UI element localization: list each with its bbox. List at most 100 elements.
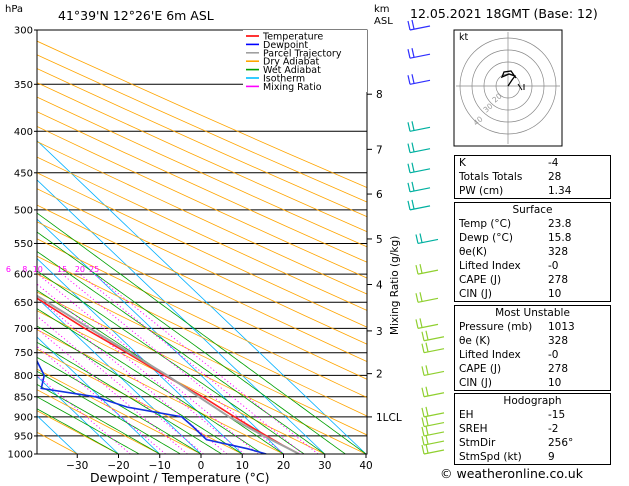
mixing-ratio-label: 25 bbox=[89, 265, 99, 274]
temperature-profile bbox=[37, 297, 300, 454]
dry-adiabat-line bbox=[37, 96, 367, 248]
most-unstable-row: CAPE (J) 278 bbox=[455, 362, 610, 376]
temperature-tick-label: 10 bbox=[236, 460, 249, 472]
km-tick-label: 3 bbox=[376, 326, 383, 338]
dry-adiabat-line bbox=[37, 172, 367, 328]
most-unstable-row: Pressure (mb) 1013 bbox=[455, 320, 610, 334]
surface-value: 328 bbox=[548, 246, 569, 258]
pressure-tick-label: 350 bbox=[14, 80, 33, 91]
wind-barb bbox=[423, 370, 445, 377]
surface-row: Temp (°C) 23.8 bbox=[455, 217, 610, 231]
hodograph-param-label: StmSpd (kt) bbox=[459, 451, 522, 463]
wind-barb-flag bbox=[425, 342, 429, 352]
wind-barb bbox=[423, 348, 445, 354]
most-unstable-value: -0 bbox=[548, 349, 559, 361]
wind-barb-flag bbox=[425, 406, 429, 417]
wind-barb bbox=[423, 449, 445, 455]
wet-adiabat-line bbox=[37, 396, 140, 454]
legend-label: Wet Adiabat bbox=[263, 65, 321, 76]
dry-adiabat-line bbox=[37, 221, 367, 380]
wet-adiabat-line bbox=[37, 231, 346, 454]
wind-barb-flag bbox=[411, 199, 415, 210]
wet-adiabat-line bbox=[37, 370, 181, 454]
temperature-tick-label: −10 bbox=[149, 460, 171, 472]
wind-barb-flag bbox=[407, 122, 411, 132]
dry-adiabat-line bbox=[37, 389, 160, 454]
most-unstable-label: CAPE (J) bbox=[459, 363, 502, 375]
temperature-tick-label: 40 bbox=[359, 460, 372, 472]
mixing-ratio-line bbox=[37, 315, 204, 454]
indices-panel: K -4 Totals Totals 28 PW (cm) 1.34 bbox=[454, 155, 611, 199]
wet-adiabat-line bbox=[37, 251, 326, 454]
km-unit-label: km bbox=[374, 4, 390, 15]
surface-value: 10 bbox=[548, 288, 562, 300]
legend-box bbox=[243, 30, 367, 92]
surface-value: -0 bbox=[548, 260, 559, 272]
pressure-tick-label: 1000 bbox=[8, 450, 33, 461]
hodograph-table-panel: Hodograph EH -15 SREH -2 StmDir 256° StmSpd (k… bbox=[454, 393, 611, 465]
pressure-tick-label: 700 bbox=[14, 324, 33, 335]
dry-adiabat-line bbox=[37, 255, 367, 417]
wind-barb-flag bbox=[407, 143, 411, 153]
wind-barb-flag bbox=[407, 182, 411, 192]
mixing-ratio-label: 6 bbox=[6, 265, 11, 274]
wind-barb bbox=[417, 297, 439, 303]
surface-label: CAPE (J) bbox=[459, 274, 502, 286]
wind-barb bbox=[423, 440, 445, 446]
wind-barb-flag bbox=[425, 425, 429, 436]
wind-barbs bbox=[407, 19, 445, 455]
most-unstable-label: Pressure (mb) bbox=[459, 321, 533, 333]
wind-barb-flag bbox=[407, 163, 411, 173]
wind-barb bbox=[409, 25, 431, 31]
index-label: PW (cm) bbox=[459, 185, 504, 197]
pressure-tick-label: 800 bbox=[14, 371, 33, 382]
wind-barb-flag bbox=[415, 319, 419, 329]
mixing-ratio-label: 20 bbox=[75, 265, 85, 274]
temperature-tick-label: 0 bbox=[198, 460, 205, 472]
index-row: PW (cm) 1.34 bbox=[455, 184, 610, 198]
hodograph-param-row: StmSpd (kt) 9 bbox=[455, 450, 610, 464]
wind-barb-flag bbox=[425, 416, 429, 426]
most-unstable-value: 278 bbox=[548, 363, 569, 375]
surface-row: θe(K) 328 bbox=[455, 245, 610, 259]
index-row: K -4 bbox=[455, 156, 610, 170]
dry-adiabat-line bbox=[37, 40, 367, 189]
wind-barb-flag bbox=[419, 292, 423, 302]
pressure-tick-label: 750 bbox=[14, 348, 33, 359]
storm-motion-marker bbox=[517, 83, 525, 91]
wind-barb-flag bbox=[421, 366, 425, 376]
wind-barb bbox=[409, 79, 431, 85]
km-tick-label: 4 bbox=[376, 280, 383, 292]
wind-barb-flag bbox=[411, 181, 415, 191]
wind-barb-flag bbox=[415, 234, 419, 244]
dry-adiabat-line bbox=[37, 368, 202, 454]
wind-barb-flag bbox=[421, 407, 425, 418]
wind-barb-flag bbox=[425, 365, 429, 375]
index-value: 28 bbox=[548, 171, 562, 183]
pressure-tick-label: 550 bbox=[14, 239, 33, 250]
surface-label: Lifted Index bbox=[459, 260, 521, 272]
km-tick-label: 1LCL bbox=[376, 412, 402, 424]
dry-adiabat-line bbox=[37, 310, 325, 454]
wind-barb bbox=[409, 187, 431, 193]
wet-adiabat-line bbox=[37, 383, 161, 454]
temperature-tick-label: 20 bbox=[277, 460, 290, 472]
isotherm-line bbox=[37, 336, 161, 454]
wind-barb-flag bbox=[407, 75, 411, 85]
mixing-ratio-label: 10 bbox=[33, 265, 43, 274]
pressure-tick-label: 950 bbox=[14, 431, 33, 442]
wind-barb-flag bbox=[411, 162, 415, 172]
hodograph-table-title: Hodograph bbox=[503, 395, 562, 407]
most-unstable-value: 10 bbox=[548, 377, 562, 389]
most-unstable-label: Lifted Index bbox=[459, 349, 521, 361]
wet-adiabat-line bbox=[37, 408, 119, 454]
parcel-trajectory-profile bbox=[37, 294, 300, 454]
index-value: 1.34 bbox=[548, 185, 572, 197]
wind-barb-flag bbox=[421, 426, 425, 437]
wind-barb bbox=[423, 392, 445, 398]
hodograph-param-label: SREH bbox=[459, 423, 488, 435]
temperature-tick-label: −20 bbox=[107, 460, 129, 472]
wind-barb-flag bbox=[411, 142, 415, 152]
